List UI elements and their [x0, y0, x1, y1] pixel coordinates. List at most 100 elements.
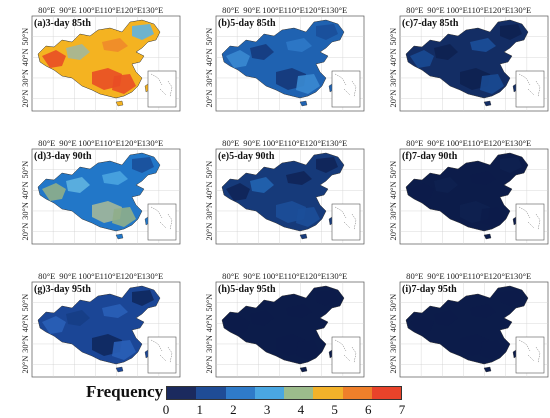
legend-swatch — [313, 387, 343, 399]
frequency-patch — [250, 44, 274, 60]
longitude-label: 120°E — [305, 271, 327, 281]
inset-boundary — [150, 206, 173, 231]
panel-title: (i)7-day 95th — [402, 284, 457, 295]
island — [299, 100, 308, 107]
south-china-sea-inset — [147, 336, 177, 374]
longitude-label: 120°E — [305, 5, 327, 15]
island — [115, 233, 124, 240]
latitude-label: 20°N — [21, 356, 30, 374]
frequency-patch — [500, 157, 522, 173]
longitude-label: 90°E — [427, 271, 444, 281]
frequency-patch — [296, 340, 320, 360]
legend-swatch — [284, 387, 314, 399]
legend-tick-label: 3 — [263, 402, 271, 417]
frequency-patch — [434, 177, 458, 193]
latitude-label: 50°N — [389, 28, 398, 46]
inset-boundary — [334, 73, 357, 98]
latitude-label: 40°N — [205, 48, 214, 66]
longitude-label: 90°E — [59, 5, 76, 15]
latitude-label: 40°N — [21, 314, 30, 332]
longitude-label: 80°E — [222, 5, 239, 15]
longitude-label: 120°E — [121, 138, 143, 148]
frequency-patch — [296, 207, 320, 227]
longitude-label: 100°E — [78, 271, 100, 281]
south-china-sea-inset — [331, 203, 361, 241]
longitude-label: 90°E — [427, 138, 444, 148]
frequency-patch — [316, 24, 338, 40]
legend-title: Frequency — [86, 382, 164, 401]
latitude-label: 50°N — [21, 28, 30, 46]
frequency-patch — [410, 183, 434, 201]
south-china-sea-inset — [331, 336, 361, 374]
latitude-label: 50°N — [21, 161, 30, 179]
panel-title: (d)3-day 90th — [34, 151, 92, 162]
frequency-patch — [132, 24, 154, 40]
inset-boundary — [150, 339, 173, 364]
longitude-label: 110°E — [284, 138, 305, 148]
panel-title: (b)5-day 85th — [218, 18, 276, 29]
legend-swatch — [167, 387, 197, 399]
south-china-sea-inset — [331, 70, 361, 108]
longitude-label: 110°E — [100, 271, 121, 281]
frequency-patch — [112, 207, 136, 227]
south-china-sea-inset — [515, 203, 545, 241]
inset-boundary — [518, 73, 541, 98]
latitude-label: 50°N — [205, 161, 214, 179]
latitude-label: 20°N — [205, 90, 214, 108]
legend-tick-label: 7 — [398, 402, 406, 417]
latitude-label: 30°N — [205, 69, 214, 87]
longitude-label: 120°E — [121, 271, 143, 281]
frequency-patch — [286, 171, 312, 185]
frequency-patch — [132, 157, 154, 173]
panel-title: (f)7-day 90th — [402, 151, 458, 162]
frequency-patch — [226, 183, 250, 201]
frequency-patch — [480, 74, 504, 94]
longitude-label: 80°E — [406, 5, 423, 15]
longitude-label: 110°E — [468, 271, 489, 281]
inset-boundary — [150, 73, 173, 98]
island — [483, 100, 492, 107]
inset-boundary — [518, 206, 541, 231]
latitude-label: 20°N — [21, 90, 30, 108]
panel-title: (h)5-day 95th — [218, 284, 276, 295]
frequency-patch — [112, 340, 136, 360]
legend-swatch — [225, 387, 255, 399]
map-svg: (d)3-day 90th 80°E 90°E 100°E 110°E 120°E 130°… — [21, 138, 181, 245]
longitude-label: 120°E — [489, 271, 511, 281]
latitude-label: 20°N — [21, 223, 30, 241]
map-panel: (b)5-day 85th 80°E 90°E 100°E 110°E 120°E 130°… — [188, 2, 370, 134]
longitude-label: 80°E — [38, 138, 55, 148]
longitude-label: 100°E — [446, 5, 468, 15]
legend-swatch — [342, 387, 372, 399]
map-panel: (d)3-day 90th 80°E 90°E 100°E 110°E 120°E 130°… — [4, 135, 186, 267]
longitude-label: 130°E — [326, 138, 348, 148]
frequency-patch — [66, 310, 90, 326]
map-svg: (h)5-day 95th 80°E 90°E 100°E 110°E 120°E 130°… — [205, 271, 365, 378]
panel-title: (c)7-day 85th — [402, 18, 459, 29]
frequency-patch — [102, 304, 128, 318]
map-svg: (e)5-day 90th 80°E 90°E 100°E 110°E 120°E 130°… — [205, 138, 365, 245]
latitude-label: 30°N — [21, 69, 30, 87]
island — [115, 366, 124, 373]
longitude-label: 130°E — [326, 271, 348, 281]
island — [115, 100, 124, 107]
longitude-label: 130°E — [510, 5, 532, 15]
frequency-patch — [480, 340, 504, 360]
frequency-patch — [410, 316, 434, 334]
frequency-patch — [66, 44, 90, 60]
longitude-label: 80°E — [406, 138, 423, 148]
frequency-patch — [102, 171, 128, 185]
longitude-label: 80°E — [406, 271, 423, 281]
frequency-patch — [286, 38, 312, 52]
longitude-label: 100°E — [262, 138, 284, 148]
longitude-label: 80°E — [222, 138, 239, 148]
latitude-label: 30°N — [389, 202, 398, 220]
longitude-label: 130°E — [142, 5, 164, 15]
map-panel: (c)7-day 85th 80°E 90°E 100°E 110°E 120°E 130°… — [372, 2, 550, 134]
panel-title: (e)5-day 90th — [218, 151, 275, 162]
latitude-label: 40°N — [389, 48, 398, 66]
map-panel: (e)5-day 90th 80°E 90°E 100°E 110°E 120°E 130°… — [188, 135, 370, 267]
frequency-patch — [42, 183, 66, 201]
frequency-patch — [42, 50, 66, 68]
longitude-label: 110°E — [468, 5, 489, 15]
